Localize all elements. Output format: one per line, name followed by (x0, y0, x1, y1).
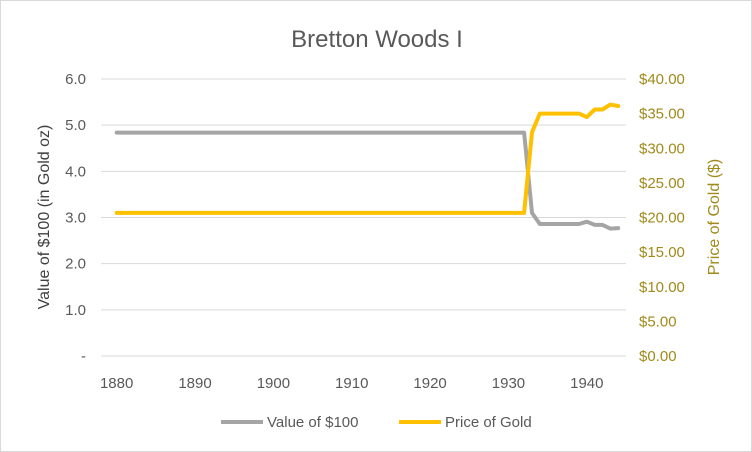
left-tick-label: 1.0 (65, 302, 86, 319)
right-axis-ticks: $0.00 $5.00 $10.00 $15.00 $20.00 $25.00 $30.00… (639, 71, 685, 365)
right-tick-label: $10.00 (639, 279, 685, 296)
legend: Value of $100 Price of Gold (221, 414, 532, 431)
right-axis-label: Price of Gold ($) (706, 159, 723, 275)
series-lines (114, 102, 621, 231)
right-tick-label: $0.00 (639, 348, 677, 365)
left-tick-label: 2.0 (65, 256, 86, 273)
right-tick-label: $20.00 (639, 210, 685, 227)
left-tick-label: 6.0 (65, 71, 86, 88)
x-tick-label: 1920 (413, 375, 446, 392)
x-tick-label: 1940 (570, 375, 603, 392)
right-tick-label: $25.00 (639, 175, 685, 192)
right-tick-label: $35.00 (639, 106, 685, 123)
left-tick-label: 5.0 (65, 117, 86, 134)
x-tick-label: 1910 (335, 375, 368, 392)
left-tick-label: 4.0 (65, 163, 86, 180)
left-tick-label: - (81, 348, 86, 365)
legend-label-price-of-gold: Price of Gold (445, 414, 532, 431)
right-tick-label: $5.00 (639, 313, 677, 330)
series-line-price-of-gold (114, 102, 621, 215)
right-tick-label: $30.00 (639, 140, 685, 157)
x-tick-label: 1890 (178, 375, 211, 392)
x-tick-label: 1880 (100, 375, 133, 392)
left-tick-label: 3.0 (65, 210, 86, 227)
left-axis-ticks: - 1.0 2.0 3.0 4.0 5.0 6.0 (65, 71, 86, 365)
x-axis-ticks: 1880 1890 1900 1910 1920 1930 1940 (100, 375, 604, 392)
x-tick-label: 1930 (492, 375, 525, 392)
right-tick-label: $15.00 (639, 244, 685, 261)
chart-title: Bretton Woods I (291, 26, 463, 53)
gridlines (101, 78, 626, 357)
x-tick-label: 1900 (257, 375, 290, 392)
left-axis-label: Value of $100 (in Gold oz) (36, 125, 53, 310)
legend-label-value-of-100: Value of $100 (267, 414, 358, 431)
series-line-value-of-100 (114, 130, 621, 231)
right-tick-label: $40.00 (639, 71, 685, 88)
